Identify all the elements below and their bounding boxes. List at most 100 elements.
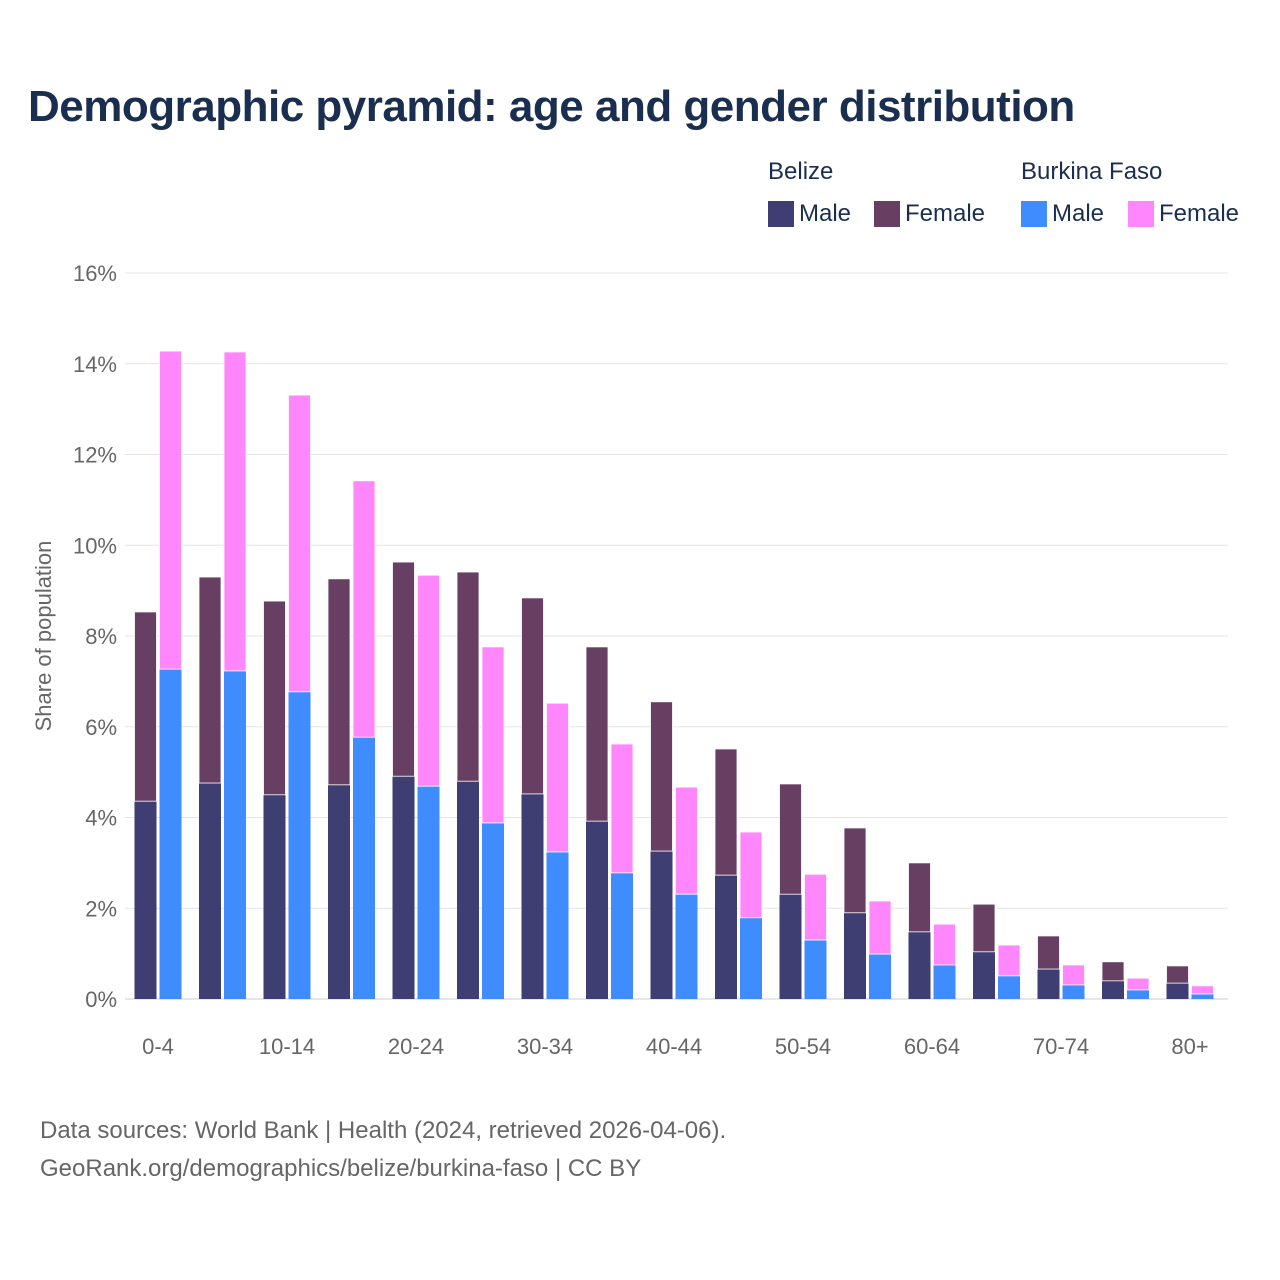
- bar-belize-female-50-54[interactable]: [779, 783, 802, 895]
- footer-credit: GeoRank.org/demographics/belize/burkina-…: [40, 1155, 642, 1182]
- y-tick-label: 16%: [73, 261, 117, 286]
- bar-burkina-faso-female-30-34[interactable]: [546, 702, 569, 853]
- bar-belize-female-80+[interactable]: [1166, 965, 1189, 984]
- x-tick-label: 80+: [1171, 1034, 1208, 1059]
- bar-burkina-faso-female-50-54[interactable]: [804, 873, 827, 941]
- bar-burkina-faso-male-15-19[interactable]: [353, 737, 375, 999]
- bar-belize-male-5-9[interactable]: [199, 783, 221, 999]
- bar-belize-male-25-29[interactable]: [457, 781, 479, 999]
- bar-burkina-faso-male-20-24[interactable]: [417, 786, 440, 999]
- bar-burkina-faso-female-20-24[interactable]: [417, 574, 440, 787]
- bar-belize-female-70-74[interactable]: [1037, 935, 1060, 970]
- legend-swatch: [1128, 201, 1154, 227]
- legend-burkina-female[interactable]: Female: [1128, 200, 1239, 228]
- legend-burkina-male[interactable]: Male: [1021, 200, 1104, 228]
- bar-belize-female-25-29[interactable]: [456, 571, 480, 782]
- bar-burkina-faso-female-0-4[interactable]: [159, 350, 182, 670]
- bar-belize-male-0-4[interactable]: [134, 801, 157, 999]
- bar-burkina-faso-female-25-29[interactable]: [481, 646, 505, 824]
- bar-belize-female-60-64[interactable]: [908, 862, 931, 933]
- bar-belize-male-50-54[interactable]: [779, 894, 802, 999]
- legend-label: Female: [1159, 200, 1240, 227]
- legend-swatch: [874, 201, 900, 227]
- bar-burkina-faso-female-75-79[interactable]: [1126, 977, 1150, 991]
- bar-burkina-faso-female-45-49[interactable]: [739, 831, 763, 919]
- x-tick-label: 60-64: [904, 1034, 960, 1059]
- bar-burkina-faso-male-60-64[interactable]: [933, 964, 956, 999]
- legend-belize-male[interactable]: Male: [768, 200, 851, 228]
- bar-burkina-faso-female-5-9[interactable]: [223, 351, 247, 672]
- y-tick-label: 4%: [85, 806, 117, 831]
- bar-belize-female-55-59[interactable]: [843, 827, 867, 914]
- legend-label: Female: [905, 200, 986, 227]
- bar-burkina-faso-male-5-9[interactable]: [224, 670, 246, 999]
- bar-belize-female-30-34[interactable]: [521, 597, 544, 795]
- bar-belize-male-15-19[interactable]: [328, 784, 350, 999]
- x-tick-label: 40-44: [646, 1034, 702, 1059]
- legend-swatch: [768, 201, 794, 227]
- bar-belize-male-40-44[interactable]: [650, 851, 673, 999]
- bar-burkina-faso-female-10-14[interactable]: [288, 394, 311, 693]
- bar-belize-female-10-14[interactable]: [263, 600, 286, 796]
- bar-burkina-faso-female-40-44[interactable]: [675, 786, 698, 895]
- y-tick-label: 6%: [85, 715, 117, 740]
- bar-burkina-faso-male-40-44[interactable]: [675, 894, 698, 999]
- bar-belize-female-15-19[interactable]: [327, 578, 351, 786]
- chart-title: Demographic pyramid: age and gender dist…: [28, 82, 1075, 131]
- legend-belize-female[interactable]: Female: [874, 200, 985, 228]
- bar-belize-female-20-24[interactable]: [392, 561, 415, 777]
- legend-group-belize: Belize: [768, 158, 834, 185]
- x-tick-label: 20-24: [388, 1034, 444, 1059]
- bar-belize-male-20-24[interactable]: [392, 776, 415, 999]
- bar-burkina-faso-male-30-34[interactable]: [546, 851, 569, 999]
- bar-burkina-faso-female-60-64[interactable]: [933, 923, 956, 966]
- x-tick-label: 30-34: [517, 1034, 573, 1059]
- bar-belize-male-55-59[interactable]: [844, 912, 866, 999]
- bar-burkina-faso-male-50-54[interactable]: [804, 940, 827, 999]
- x-tick-label: 10-14: [259, 1034, 315, 1059]
- bar-belize-female-5-9[interactable]: [198, 576, 222, 784]
- y-tick-label: 10%: [73, 533, 117, 558]
- legend-label: Male: [799, 200, 852, 227]
- y-tick-label: 14%: [73, 352, 117, 377]
- bar-belize-female-65-69[interactable]: [972, 903, 996, 953]
- bar-belize-female-0-4[interactable]: [134, 611, 157, 802]
- bar-burkina-faso-male-75-79[interactable]: [1127, 989, 1149, 999]
- bar-burkina-faso-female-15-19[interactable]: [352, 480, 376, 738]
- y-axis-label: Share of population: [31, 541, 56, 732]
- bar-burkina-faso-female-55-59[interactable]: [868, 900, 892, 955]
- bar-belize-female-45-49[interactable]: [714, 748, 738, 876]
- bar-belize-male-80+[interactable]: [1166, 983, 1189, 999]
- y-tick-label: 8%: [85, 624, 117, 649]
- bar-belize-male-60-64[interactable]: [908, 931, 931, 999]
- bar-burkina-faso-male-25-29[interactable]: [482, 822, 504, 999]
- bar-belize-female-75-79[interactable]: [1101, 961, 1125, 982]
- bar-burkina-faso-male-35-39[interactable]: [611, 872, 633, 999]
- bar-burkina-faso-male-0-4[interactable]: [159, 669, 182, 999]
- bar-burkina-faso-female-80+[interactable]: [1191, 985, 1214, 995]
- bar-burkina-faso-male-55-59[interactable]: [869, 954, 891, 999]
- bar-burkina-faso-male-70-74[interactable]: [1062, 984, 1085, 999]
- bar-belize-male-65-69[interactable]: [973, 951, 995, 999]
- legend-swatch: [1021, 201, 1047, 227]
- y-tick-label: 12%: [73, 443, 117, 468]
- bar-burkina-faso-male-10-14[interactable]: [288, 691, 311, 999]
- bar-belize-male-75-79[interactable]: [1102, 980, 1124, 999]
- x-tick-label: 70-74: [1033, 1034, 1089, 1059]
- bar-burkina-faso-female-35-39[interactable]: [610, 743, 634, 874]
- bar-belize-female-40-44[interactable]: [650, 701, 673, 852]
- bar-belize-male-10-14[interactable]: [263, 794, 286, 999]
- legend-group-burkina-faso: Burkina Faso: [1021, 158, 1163, 185]
- bar-burkina-faso-female-65-69[interactable]: [997, 944, 1021, 977]
- bar-belize-male-70-74[interactable]: [1037, 969, 1060, 999]
- x-tick-label: 0-4: [142, 1034, 174, 1059]
- bar-belize-male-30-34[interactable]: [521, 793, 544, 999]
- bar-burkina-faso-female-70-74[interactable]: [1062, 964, 1085, 986]
- bar-belize-male-45-49[interactable]: [715, 875, 737, 999]
- bar-burkina-faso-male-80+[interactable]: [1191, 994, 1214, 999]
- bar-burkina-faso-male-65-69[interactable]: [998, 975, 1020, 999]
- bar-belize-male-35-39[interactable]: [586, 821, 608, 999]
- bar-burkina-faso-male-45-49[interactable]: [740, 917, 762, 999]
- x-tick-label: 50-54: [775, 1034, 831, 1059]
- bar-belize-female-35-39[interactable]: [585, 646, 609, 822]
